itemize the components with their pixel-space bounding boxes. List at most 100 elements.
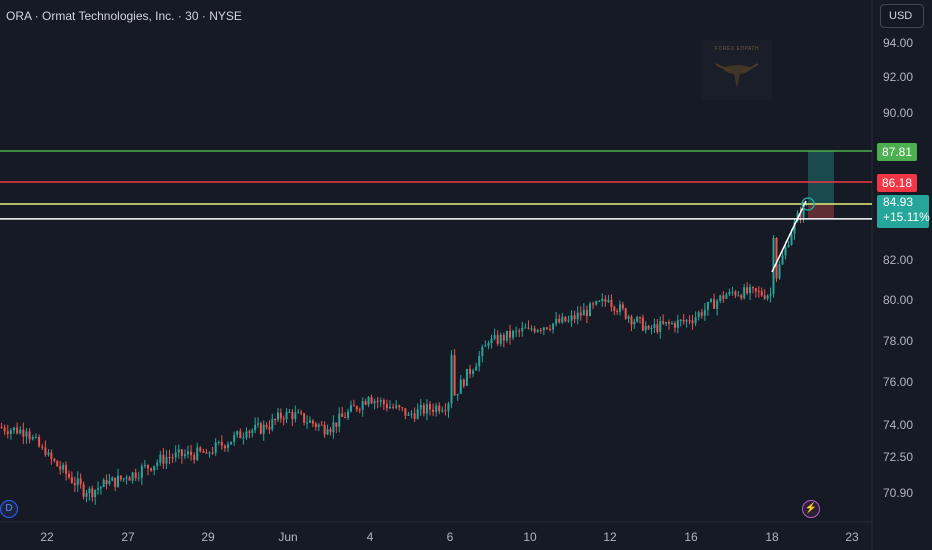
candle-body — [370, 397, 373, 404]
candle-body — [650, 327, 653, 329]
candle-body — [0, 427, 3, 429]
candle-body — [688, 320, 691, 322]
candle-body — [656, 324, 659, 332]
candle-body — [524, 327, 527, 329]
candle-body — [62, 464, 65, 470]
y-tick-label: 74.00 — [883, 418, 913, 432]
candle-body — [16, 427, 19, 434]
candle-body — [25, 431, 28, 437]
candle-body — [778, 264, 781, 279]
candle-body — [389, 406, 391, 409]
candle-body — [199, 447, 202, 452]
candle-body — [564, 316, 567, 322]
candle-body — [320, 424, 323, 426]
candle-body — [627, 316, 630, 319]
candle-body — [85, 493, 88, 497]
candle-body — [595, 301, 598, 305]
x-tick-label: 10 — [523, 530, 537, 544]
watermark-text: FOREX EDPATH — [714, 46, 760, 52]
y-tick-label: 70.90 — [883, 486, 913, 500]
candle-body — [230, 441, 233, 445]
x-tick-label: Jun — [278, 530, 297, 544]
candle-body — [781, 255, 784, 265]
candle-body — [719, 295, 722, 301]
candle-body — [697, 312, 700, 318]
candle-body — [536, 329, 539, 332]
candle-body — [341, 413, 344, 417]
candle-body — [706, 301, 709, 310]
candle-body — [180, 449, 183, 457]
candle-body — [478, 355, 481, 367]
candle-body — [496, 335, 499, 344]
candle-body — [558, 318, 561, 323]
candle-body — [673, 323, 676, 328]
candle-body — [102, 479, 105, 487]
candle-body — [641, 317, 644, 331]
candle-body — [601, 298, 604, 302]
candle-body — [56, 460, 59, 467]
candle-body — [177, 449, 180, 453]
x-tick-label: 18 — [765, 530, 779, 544]
candle-body — [117, 475, 119, 487]
candle-body — [22, 429, 25, 437]
candle-body — [143, 464, 146, 467]
candle-body — [542, 327, 545, 331]
candle-body — [616, 310, 619, 312]
candle-body — [760, 291, 763, 296]
candle-body — [775, 238, 778, 279]
currency-button[interactable]: USD — [880, 4, 924, 28]
candle-body — [410, 413, 413, 415]
candle-body — [153, 465, 156, 471]
candle-body — [311, 420, 314, 424]
candle-body — [465, 368, 468, 386]
candle-body — [447, 403, 450, 411]
candle-body — [99, 486, 102, 489]
candle-body — [119, 475, 122, 480]
candle-body — [205, 452, 208, 454]
current-price-change: +15.11% — [883, 210, 930, 224]
chart-title: ORA · Ormat Technologies, Inc. · 30 · NY… — [6, 9, 242, 23]
candle-body — [220, 441, 223, 446]
candle-body — [432, 409, 435, 412]
candle-body — [751, 287, 754, 289]
candle-body — [769, 294, 772, 296]
candle-body — [50, 452, 53, 459]
candle-body — [187, 451, 189, 455]
candle-body — [376, 400, 379, 402]
candle-body — [438, 405, 441, 412]
candle-body — [308, 420, 311, 423]
candle-body — [639, 317, 641, 319]
candle-body — [555, 318, 558, 324]
earnings-event-icon[interactable]: ⚡ — [802, 500, 820, 518]
candle-body — [262, 424, 265, 434]
candle-body — [265, 424, 268, 428]
candle-body — [34, 436, 37, 438]
candle-body — [19, 429, 22, 434]
candle-body — [44, 447, 47, 455]
candle-body — [512, 331, 515, 338]
current-price-tag: 84.93 +15.11% — [877, 195, 930, 228]
x-tick-label: 23 — [845, 530, 859, 544]
candle-body — [790, 233, 793, 245]
candle-body — [122, 478, 125, 480]
candle-body — [481, 346, 484, 356]
current-price-value: 84.93 — [883, 195, 914, 209]
long-position-profit-zone — [808, 151, 834, 204]
candle-body — [624, 308, 627, 319]
candle-body — [472, 370, 475, 374]
candle-body — [168, 457, 171, 458]
candle-body — [444, 410, 447, 412]
candle-body — [134, 472, 137, 478]
candle-body — [398, 405, 401, 408]
watermark-logo: FOREX EDPATH — [702, 40, 772, 100]
candle-body — [358, 409, 361, 411]
x-tick-label: 27 — [121, 530, 135, 544]
candle-body — [570, 315, 573, 321]
candle-body — [633, 321, 636, 325]
dividend-event-icon[interactable]: D — [0, 500, 18, 518]
candle-body — [453, 355, 456, 396]
candle-body — [373, 400, 376, 404]
candle-body — [772, 238, 775, 294]
candle-body — [582, 310, 585, 316]
